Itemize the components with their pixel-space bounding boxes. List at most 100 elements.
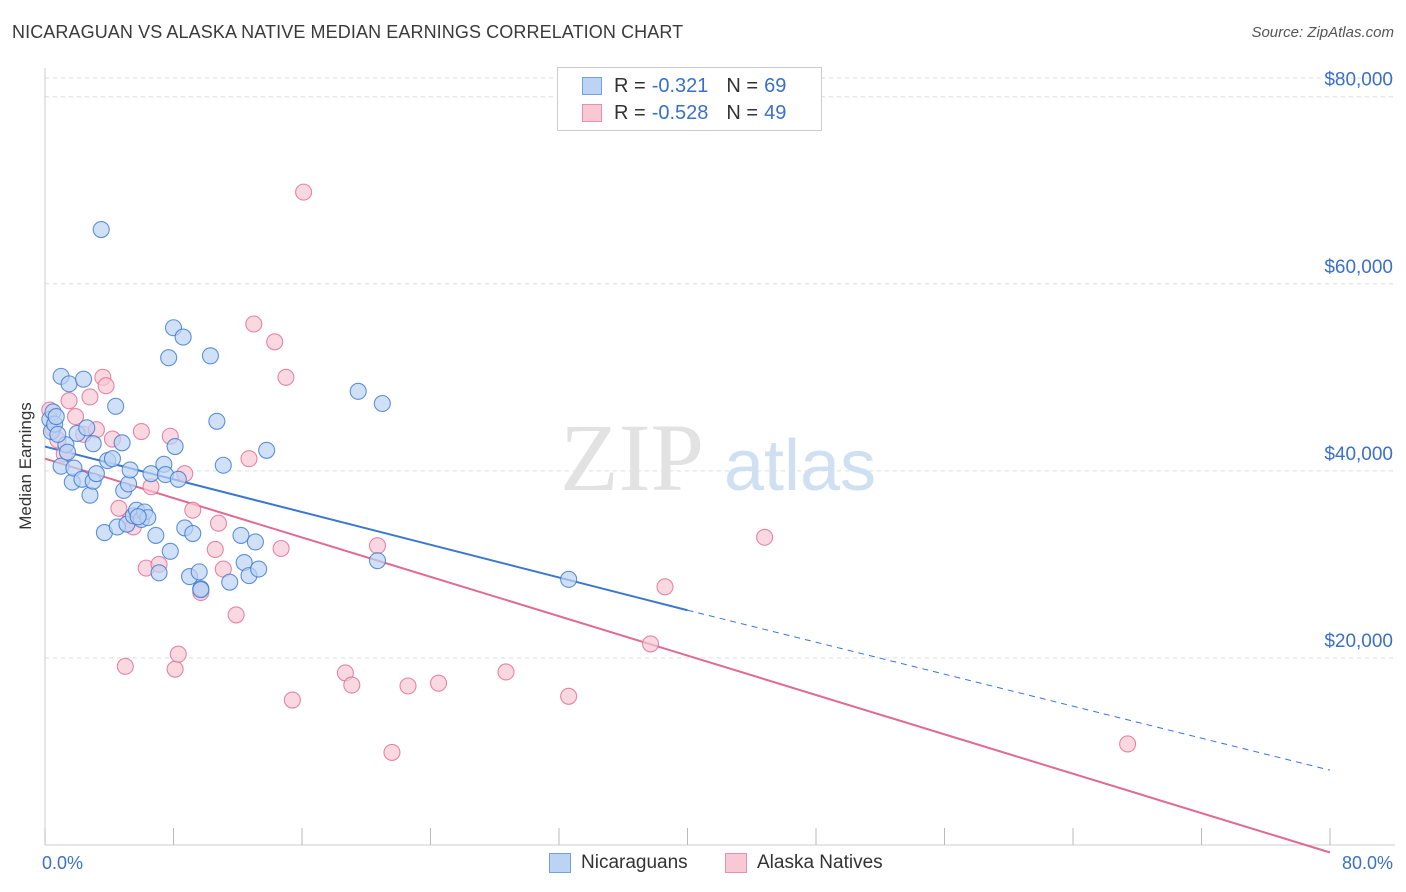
alaska-natives-point: [209, 514, 228, 532]
alaska-natives-point: [60, 392, 78, 410]
nicaraguans-point: [161, 542, 179, 560]
nicaraguans-point: [232, 526, 250, 544]
alaska-natives-point: [756, 528, 774, 546]
watermark-atlas: atlas: [724, 426, 876, 506]
nicaraguans-swatch: [582, 77, 602, 95]
nicaraguans-point: [201, 347, 219, 365]
r-label: R =: [614, 74, 646, 97]
r-value: -0.528: [651, 101, 709, 124]
nicaraguans-point: [250, 560, 268, 578]
stats-legend: R = -0.321 N = 69 R = -0.528 N = 49: [557, 67, 822, 131]
y-tick-label: $20,000: [1324, 631, 1393, 652]
alaska-natives-point: [66, 408, 85, 426]
alaska-natives-point: [81, 388, 99, 406]
nicaraguans-point: [560, 570, 578, 588]
nicaraguans-point: [258, 441, 276, 459]
alaska-natives-point: [227, 606, 245, 624]
alaska-natives-point: [240, 450, 258, 468]
alaska-natives-point: [429, 674, 448, 692]
nicaraguans-point: [221, 573, 239, 591]
tick-labels: $20,000 $40,000 $60,000 $80,000 0.0% 80.0%: [42, 70, 1393, 873]
nicaraguans-point: [349, 382, 367, 400]
nicaraguans-point: [92, 220, 110, 239]
stats-row-alaska-natives: R = -0.528 N = 49: [582, 100, 786, 126]
alaska-natives-swatch: [725, 853, 747, 873]
alaska-natives-point: [277, 368, 295, 386]
nicaraguans-point: [147, 526, 165, 544]
nicaraguans-swatch: [549, 853, 571, 873]
n-value: 49: [764, 101, 787, 124]
y-tick-label: $40,000: [1324, 444, 1393, 465]
source-label: Source: ZipAtlas.com: [1251, 24, 1394, 41]
nicaraguans-point: [113, 434, 131, 452]
trend-line-alaska-natives: [44, 457, 1331, 854]
alaska-natives-point: [343, 676, 361, 694]
nicaraguans-point: [169, 470, 187, 488]
alaska-natives-point: [383, 743, 401, 761]
alaska-natives-point: [184, 501, 202, 519]
alaska-natives-point: [116, 657, 134, 675]
nicaraguans-point: [60, 375, 78, 393]
nicaraguans-point: [246, 533, 264, 551]
alaska-natives-point: [266, 333, 284, 351]
alaska-natives-point: [295, 183, 313, 201]
nicaraguans-point: [107, 397, 125, 415]
nicaraguans-point: [49, 425, 67, 443]
alaska-natives-point: [132, 423, 150, 441]
x-tick-label: 80.0%: [1342, 853, 1393, 873]
nicaraguans-point: [103, 450, 122, 468]
trend-line-extension: [687, 609, 1331, 771]
r-label: R =: [614, 101, 646, 124]
y-tick-label: $60,000: [1324, 257, 1393, 278]
nicaraguans-point: [190, 563, 208, 581]
nicaraguans-point: [119, 475, 138, 493]
n-label: N =: [726, 74, 759, 97]
y-axis-label: Median Earnings: [16, 402, 35, 530]
nicaraguans-point: [129, 508, 147, 526]
nicaraguans-point: [214, 456, 232, 474]
y-tick-label: $80,000: [1324, 70, 1393, 91]
n-value: 69: [764, 74, 787, 97]
alaska-natives-point: [245, 315, 263, 333]
nicaraguans-point: [184, 524, 202, 543]
alaska-natives-point: [166, 660, 184, 678]
nicaraguans-point: [81, 486, 99, 504]
nicaraguans-point: [78, 419, 96, 437]
watermark-zip: ZIP: [560, 404, 704, 511]
alaska-natives-point: [110, 499, 128, 517]
alaska-natives-point: [497, 663, 515, 681]
legend-label: Alaska Natives: [757, 852, 883, 873]
nicaraguans-point: [166, 437, 184, 456]
legend-item-alaska-natives: Alaska Natives: [725, 850, 883, 876]
alaska-natives-point: [399, 677, 417, 695]
x-tick-label: 0.0%: [42, 853, 83, 873]
alaska-natives-point: [560, 687, 578, 705]
alaska-natives-point: [642, 635, 660, 653]
alaska-natives-point: [169, 645, 187, 663]
alaska-natives-point: [656, 578, 674, 596]
r-value: -0.321: [651, 74, 709, 97]
nicaraguans-point: [150, 564, 168, 582]
chart-title: NICARAGUAN VS ALASKA NATIVE MEDIAN EARNI…: [12, 22, 684, 42]
nicaraguans-point: [75, 370, 93, 388]
nicaraguans-point: [58, 443, 77, 461]
nicaraguans-point: [174, 328, 192, 346]
alaska-natives-point: [97, 377, 115, 395]
alaska-natives-point: [368, 537, 387, 555]
nicaraguans-point: [87, 465, 105, 483]
legend-label: Nicaraguans: [581, 852, 688, 873]
legend-item-nicaraguans: Nicaraguans: [549, 850, 688, 876]
data-points: [41, 183, 1137, 761]
stats-row-nicaraguans: R = -0.321 N = 69: [582, 73, 786, 99]
alaska-natives-point: [283, 691, 301, 709]
nicaraguans-point: [368, 552, 387, 570]
nicaraguans-point: [373, 394, 391, 413]
n-label: N =: [726, 101, 759, 124]
nicaraguans-point: [84, 435, 102, 453]
alaska-natives-swatch: [582, 104, 602, 122]
nicaraguans-point: [160, 349, 178, 367]
nicaraguans-point: [208, 412, 226, 430]
alaska-natives-point: [206, 540, 224, 558]
nicaraguans-point: [121, 461, 139, 479]
